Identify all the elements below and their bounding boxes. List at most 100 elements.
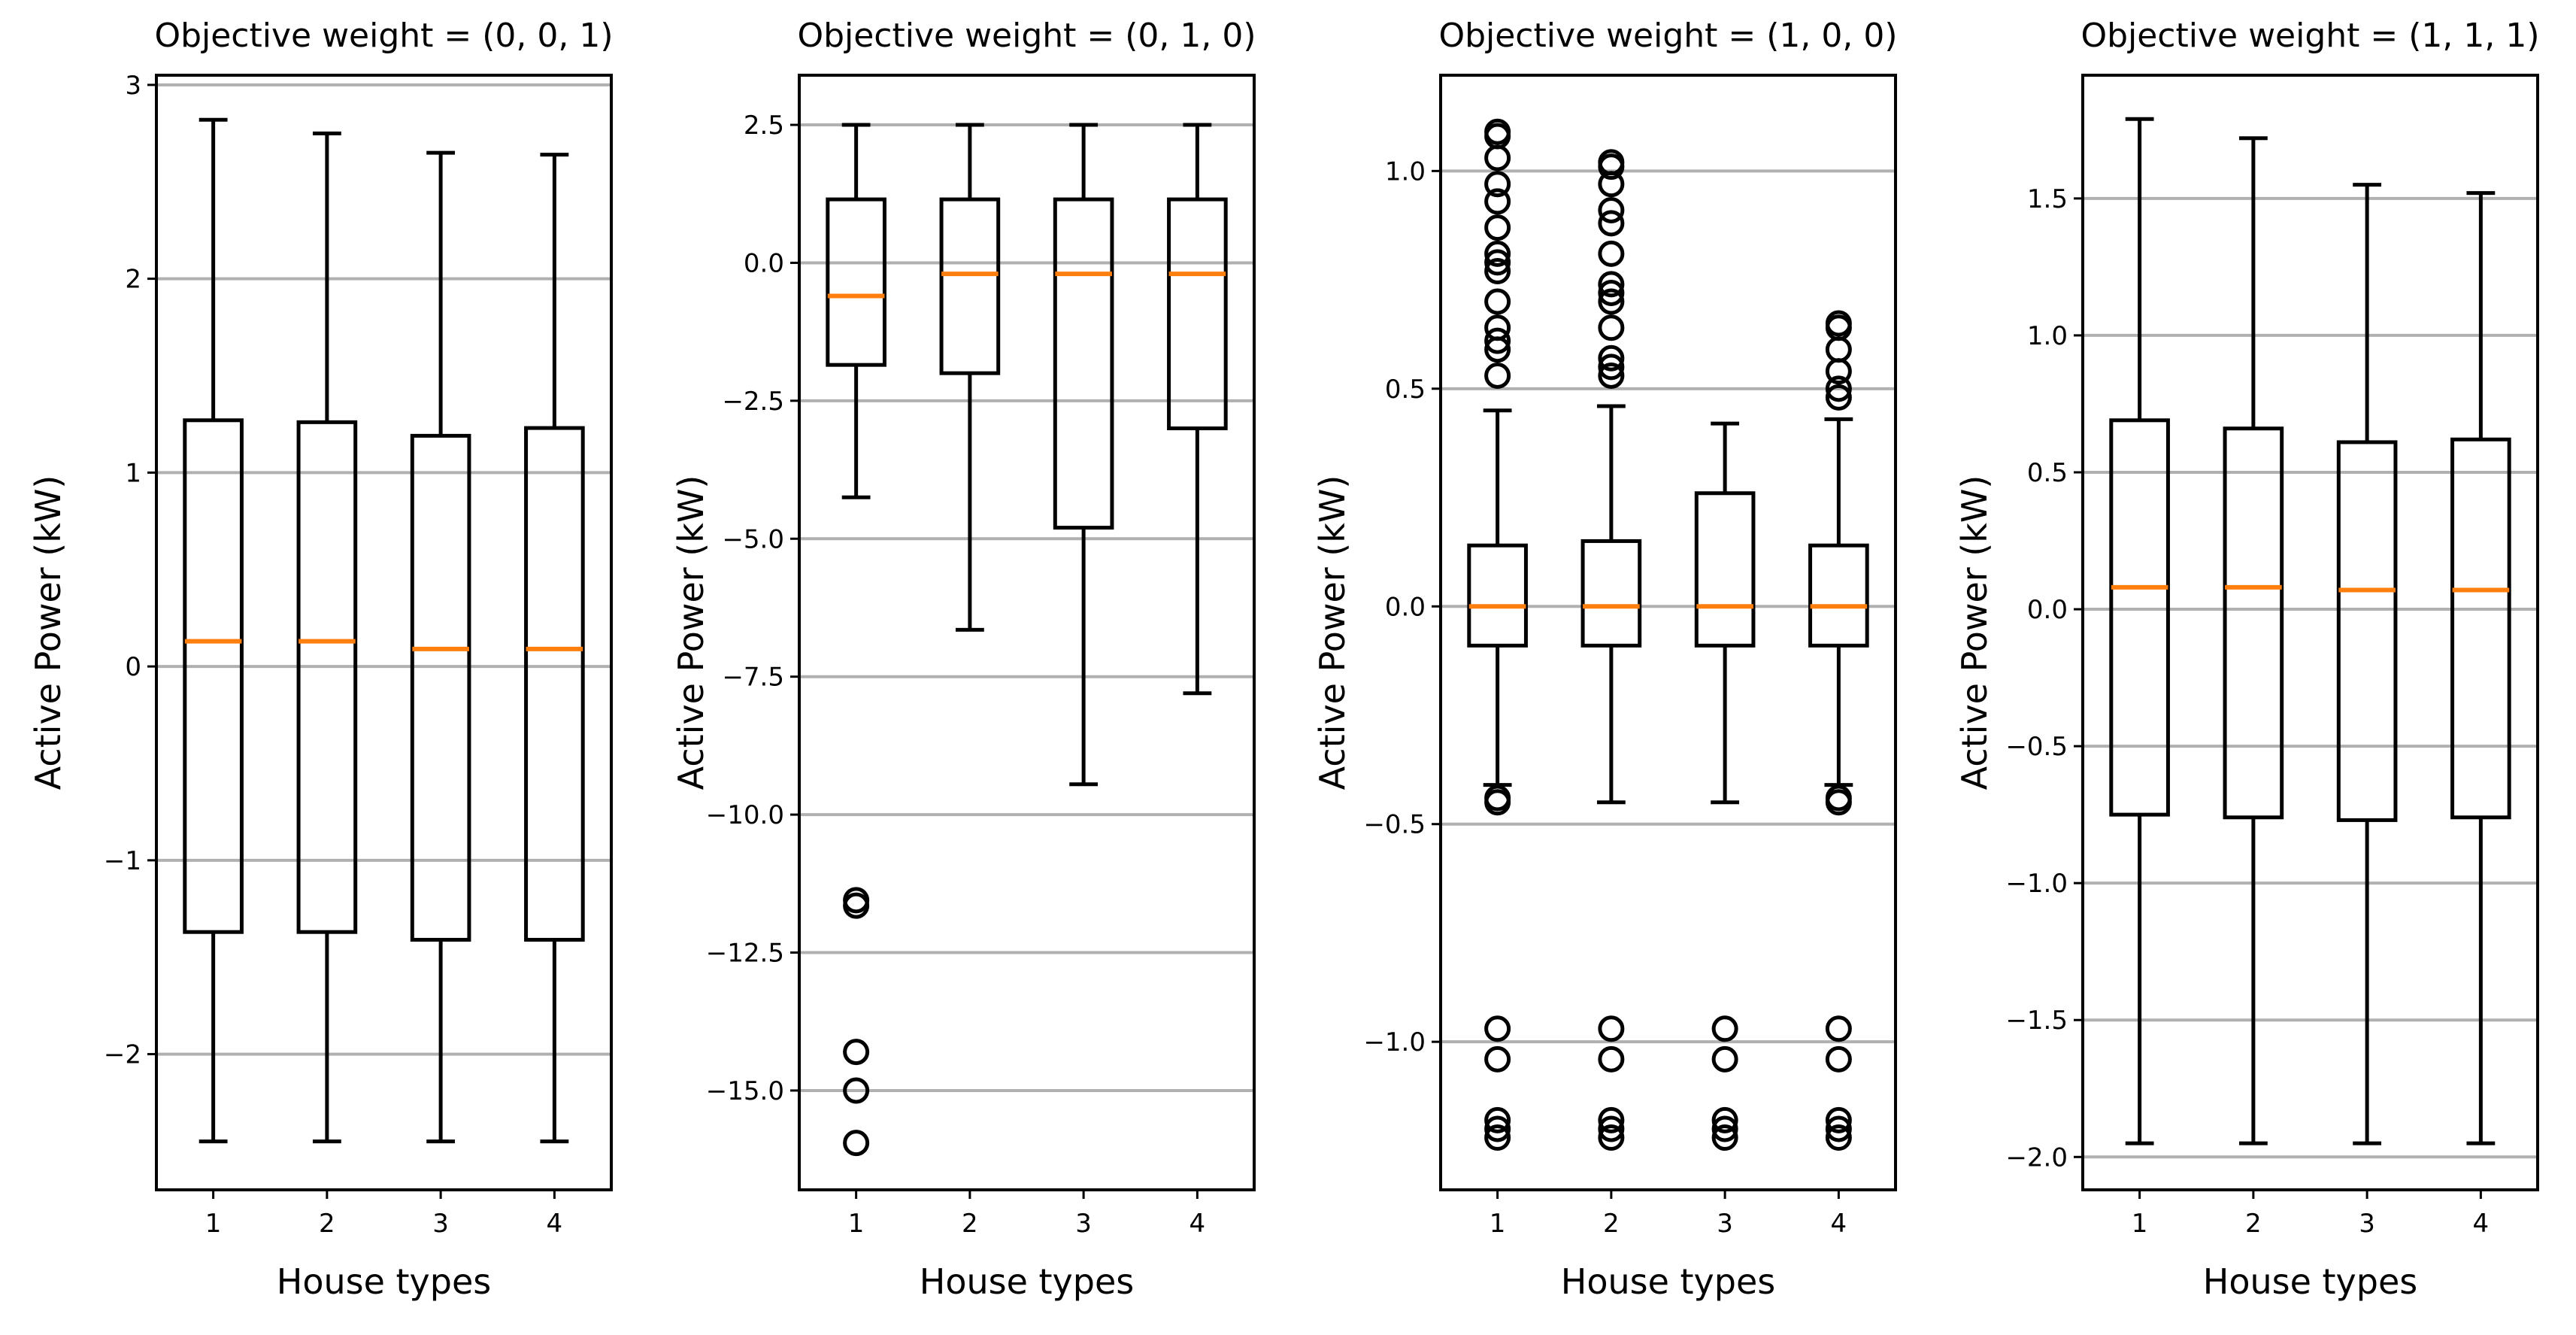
x-tick-label: 3 xyxy=(1075,1209,1092,1239)
y-tick-label: 0.5 xyxy=(2027,458,2068,488)
flier-point xyxy=(1825,384,1852,411)
box-iqr xyxy=(1580,539,1642,648)
y-tick-label: 2 xyxy=(125,265,141,295)
x-tick-label: 3 xyxy=(1717,1209,1733,1239)
flier-point xyxy=(1484,789,1511,816)
chart-panel-1: −2 −1 0 1 2 3 1 2 3 4 Objective weight = (0, 0, 1)… xyxy=(28,17,614,1302)
flier-point xyxy=(1484,1124,1511,1151)
box-2 xyxy=(939,123,1001,632)
flier-point xyxy=(1598,1015,1625,1042)
flier-point xyxy=(1484,249,1511,276)
chart-title: Objective weight = (1, 0, 0) xyxy=(1438,17,1897,55)
y-tick-label: 3 xyxy=(125,71,141,101)
chart-title: Objective weight = (0, 0, 1) xyxy=(154,17,613,55)
flier-point xyxy=(1711,1115,1738,1142)
y-tick-label: −1 xyxy=(104,846,141,876)
axes-frame xyxy=(798,74,1256,1191)
y-tick-label: −12.5 xyxy=(706,939,784,969)
box-3 xyxy=(1053,123,1114,787)
x-axis-label: House types xyxy=(1561,1261,1776,1302)
y-tick-label: −2 xyxy=(104,1040,141,1070)
flier-point xyxy=(1711,1045,1738,1073)
y-tick-label: 0.0 xyxy=(2027,595,2068,625)
axes-frame xyxy=(1439,74,1897,1191)
flier-point xyxy=(1484,1106,1511,1133)
flier-point xyxy=(843,1077,870,1104)
chart-panel-4: −2.0 −1.5 −1.0 −0.5 0.0 0.5 1.0 1.5 1 2 3 4 Objectiv… xyxy=(1954,17,2540,1302)
y-tick-label: −10.0 xyxy=(706,800,784,830)
flier-point xyxy=(1484,188,1511,215)
y-tick-label: 1.5 xyxy=(2027,184,2068,214)
flier-point xyxy=(1484,1015,1511,1042)
box-1 xyxy=(1467,118,1528,1151)
y-tick-label: −1.5 xyxy=(2005,1006,2068,1036)
chart-title: Objective weight = (0, 1, 0) xyxy=(797,17,1256,55)
flier-point xyxy=(1711,1106,1738,1133)
y-axis-label: Active Power (kW) xyxy=(1312,475,1353,790)
x-tick-label: 2 xyxy=(1603,1209,1620,1239)
flier-point xyxy=(1598,271,1625,298)
flier-point xyxy=(1598,1124,1625,1151)
flier-point xyxy=(1598,1106,1625,1133)
y-tick-label: 1 xyxy=(125,458,141,488)
box-3 xyxy=(410,150,471,1144)
y-tick-label: 1.0 xyxy=(1385,156,1426,187)
y-tick-label: 0.0 xyxy=(1385,592,1426,622)
flier-point xyxy=(1825,1115,1852,1142)
box-4 xyxy=(2450,191,2511,1145)
flier-point xyxy=(1598,240,1625,267)
box-iqr xyxy=(524,426,585,942)
box-3 xyxy=(1694,421,1756,1151)
y-tick-label: −5.0 xyxy=(722,524,784,554)
flier-point xyxy=(1825,1124,1852,1151)
y-axis-label: Active Power (kW) xyxy=(1954,475,1995,790)
y-axis-label: Active Power (kW) xyxy=(28,475,68,790)
box-iqr xyxy=(1467,543,1528,648)
flier-point xyxy=(1825,1106,1852,1133)
y-tick-label: 1.0 xyxy=(2027,321,2068,351)
flier-point xyxy=(1825,375,1852,402)
y-tick-label: 2.5 xyxy=(744,111,784,141)
box-iqr xyxy=(1694,491,1756,648)
box-iqr xyxy=(1167,197,1228,431)
flier-point xyxy=(1825,789,1852,816)
flier-point xyxy=(1484,214,1511,241)
box-iqr xyxy=(410,433,471,942)
box-2 xyxy=(2223,136,2284,1145)
flier-point xyxy=(1598,353,1625,381)
box-iqr xyxy=(2223,426,2284,820)
flier-point xyxy=(1484,336,1511,363)
axes-frame xyxy=(2081,74,2539,1191)
box-iqr xyxy=(183,418,244,934)
chart-title: Objective weight = (1, 1, 1) xyxy=(2080,17,2539,55)
flier-point xyxy=(1598,288,1625,315)
flier-point xyxy=(1484,258,1511,285)
x-tick-label: 1 xyxy=(2132,1209,2148,1239)
x-axis-label: House types xyxy=(920,1261,1135,1302)
box-2 xyxy=(296,131,358,1144)
x-tick-label: 1 xyxy=(205,1209,222,1239)
flier-point xyxy=(1598,344,1625,372)
box-2 xyxy=(1580,149,1642,1151)
box-iqr xyxy=(2450,437,2511,820)
box-3 xyxy=(2336,183,2398,1145)
y-tick-label: −15.0 xyxy=(706,1076,784,1106)
flier-point xyxy=(1484,144,1511,171)
flier-point xyxy=(1825,358,1852,385)
flier-point xyxy=(1484,240,1511,267)
chart-panel-3: −1.0 −0.5 0.0 0.5 1.0 1 2 3 4 Objective weight = … xyxy=(1312,17,1898,1302)
y-tick-label: −1.0 xyxy=(1363,1027,1426,1057)
y-tick-label: 0.0 xyxy=(744,248,784,278)
x-axis-label: House types xyxy=(277,1261,492,1302)
flier-point xyxy=(1598,279,1625,306)
x-tick-label: 1 xyxy=(1490,1209,1506,1239)
x-tick-label: 2 xyxy=(319,1209,335,1239)
box-iqr xyxy=(2109,418,2170,817)
box-iqr xyxy=(1808,543,1869,648)
y-tick-label: −2.5 xyxy=(722,387,784,417)
box-iqr xyxy=(939,197,1001,375)
y-tick-label: 0.5 xyxy=(1385,375,1426,405)
box-1 xyxy=(183,117,244,1144)
x-axis-label: House types xyxy=(2203,1261,2418,1302)
y-tick-label: −7.5 xyxy=(722,663,784,693)
